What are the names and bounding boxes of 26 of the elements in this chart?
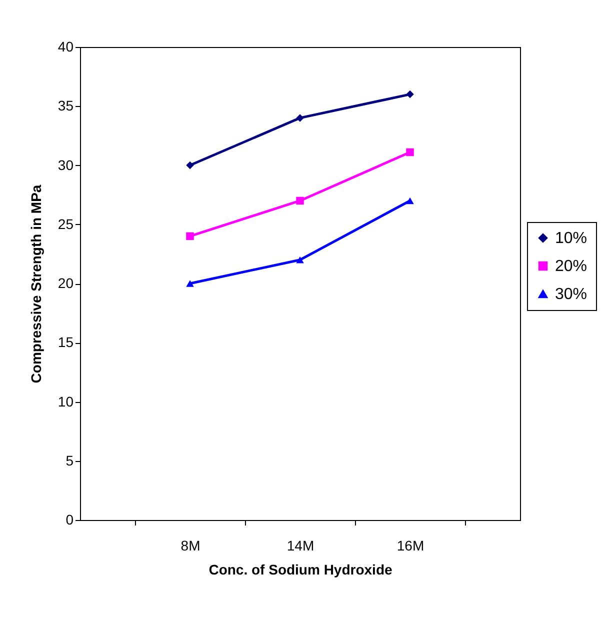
y-tick-label: 0 [66,512,74,528]
x-axis-title: Conc. of Sodium Hydroxide [208,562,392,578]
y-tick-label: 5 [66,452,74,468]
y-axis-title: Compressive Strength in MPa [28,184,44,384]
point [296,114,304,122]
legend-label: 20% [555,258,588,275]
y-tick-label: 15 [58,334,74,350]
point [406,148,414,156]
point [186,280,194,287]
x-tick-label: 16M [396,538,424,554]
point [296,256,304,264]
y-tick-label: 20 [58,275,74,291]
legend-label: 10% [555,230,588,247]
y-tick-label: 30 [58,156,74,173]
y-tick-label: 35 [58,98,74,114]
point [296,196,304,205]
legend-label: 30% [555,286,588,303]
y-tick-label: 25 [58,216,74,232]
x-tick-label: 14M [286,538,314,554]
point [406,90,414,98]
point [406,197,414,204]
point [186,161,194,170]
x-tick-label: 8M [180,538,200,554]
y-tick-label: 10 [58,393,74,410]
y-tick-label: 40 [58,38,74,54]
point [186,232,194,240]
